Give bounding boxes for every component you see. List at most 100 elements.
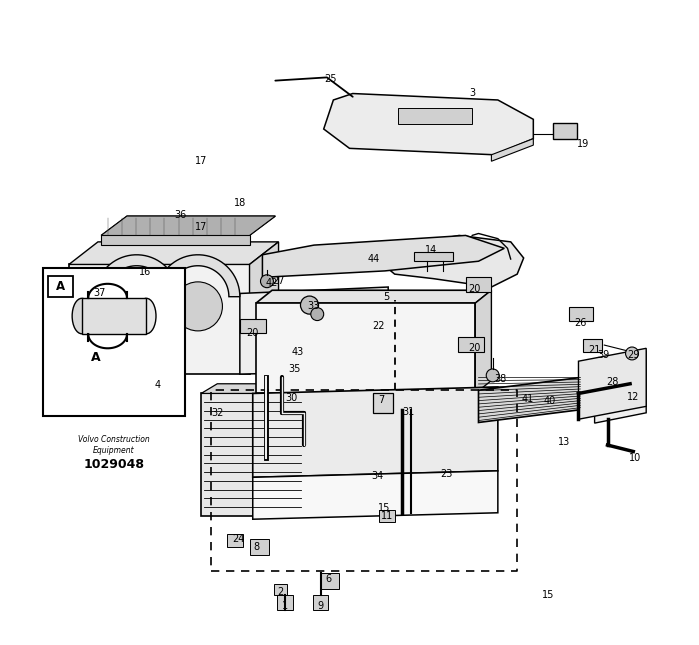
Text: Volvo Construction
Equipment: Volvo Construction Equipment [78,435,150,455]
Bar [43,296,52,304]
Polygon shape [491,139,533,161]
Text: 29: 29 [627,350,640,360]
Text: 33: 33 [308,301,319,311]
Text: 17: 17 [195,156,208,166]
Bar [583,339,603,352]
Ellipse shape [136,298,156,334]
Text: 32: 32 [212,408,224,418]
Text: 20: 20 [247,328,259,338]
Text: 27: 27 [273,275,284,286]
Text: 43: 43 [291,346,304,357]
Polygon shape [475,290,491,393]
Polygon shape [324,94,533,155]
Bar [43,284,52,293]
Text: 18: 18 [233,198,246,208]
Bar [43,273,52,281]
Bar [53,308,62,316]
Polygon shape [595,351,646,423]
Text: 40: 40 [543,396,556,406]
Text: 21: 21 [589,345,600,355]
Text: 39: 39 [597,350,609,360]
Bar [414,252,453,261]
Text: 1: 1 [282,601,288,611]
Text: 24: 24 [232,533,245,544]
Bar [379,510,396,522]
Text: 6: 6 [326,573,332,584]
Text: 4: 4 [154,380,160,390]
Circle shape [261,275,273,288]
Text: 2: 2 [278,587,284,597]
Text: 5: 5 [383,292,389,302]
Polygon shape [375,235,524,287]
Text: 12: 12 [627,392,640,402]
Polygon shape [579,348,646,419]
Bar [72,342,119,373]
Circle shape [487,369,499,382]
Polygon shape [201,384,320,393]
Text: 34: 34 [372,471,384,481]
Circle shape [112,282,161,331]
Bar [569,307,593,321]
Bar [398,108,472,124]
Bar [373,393,393,413]
Text: 25: 25 [324,74,336,84]
Text: 20: 20 [468,284,480,294]
Bar [278,595,294,610]
Text: 30: 30 [285,393,298,403]
Polygon shape [253,387,498,477]
Polygon shape [82,298,146,334]
Circle shape [301,296,319,314]
Bar [53,273,62,281]
Polygon shape [101,216,275,235]
Text: 28: 28 [606,377,618,387]
Text: 15: 15 [542,590,554,600]
Text: 38: 38 [494,374,507,384]
Text: 37: 37 [93,288,106,299]
Bar [64,284,72,293]
Ellipse shape [72,298,92,334]
Bar [553,123,577,139]
Polygon shape [262,235,504,277]
Polygon shape [256,303,475,393]
Bar [466,277,491,292]
Text: A: A [56,280,65,293]
Polygon shape [101,216,275,235]
Polygon shape [240,287,388,374]
Text: 41: 41 [521,393,533,404]
Text: 10: 10 [628,453,641,463]
Circle shape [626,347,638,360]
Polygon shape [479,377,582,422]
Circle shape [311,308,324,321]
Text: 17: 17 [195,222,208,232]
Text: 3: 3 [469,88,475,98]
Bar [227,534,243,547]
Bar [458,337,484,352]
Polygon shape [101,235,250,245]
Text: 42: 42 [266,277,278,288]
Text: 36: 36 [174,210,187,221]
Bar [240,319,266,333]
Polygon shape [304,384,320,516]
Bar [313,595,328,610]
Text: 19: 19 [577,139,589,150]
Bar [64,296,72,304]
Text: 1029048: 1029048 [84,458,145,471]
Bar [53,284,62,293]
Polygon shape [69,264,250,374]
Text: 22: 22 [373,321,384,331]
Polygon shape [201,393,304,516]
Polygon shape [156,255,240,297]
Text: 13: 13 [558,437,570,447]
Circle shape [173,282,222,331]
Bar [43,308,52,316]
Text: 11: 11 [382,511,394,521]
Bar [53,296,62,304]
Text: 26: 26 [574,317,586,328]
Text: 20: 20 [468,343,480,353]
Bar [48,276,73,297]
Polygon shape [253,471,498,519]
Text: 9: 9 [317,601,324,611]
Bar [320,573,338,589]
Text: 14: 14 [425,245,438,255]
Polygon shape [69,242,278,264]
